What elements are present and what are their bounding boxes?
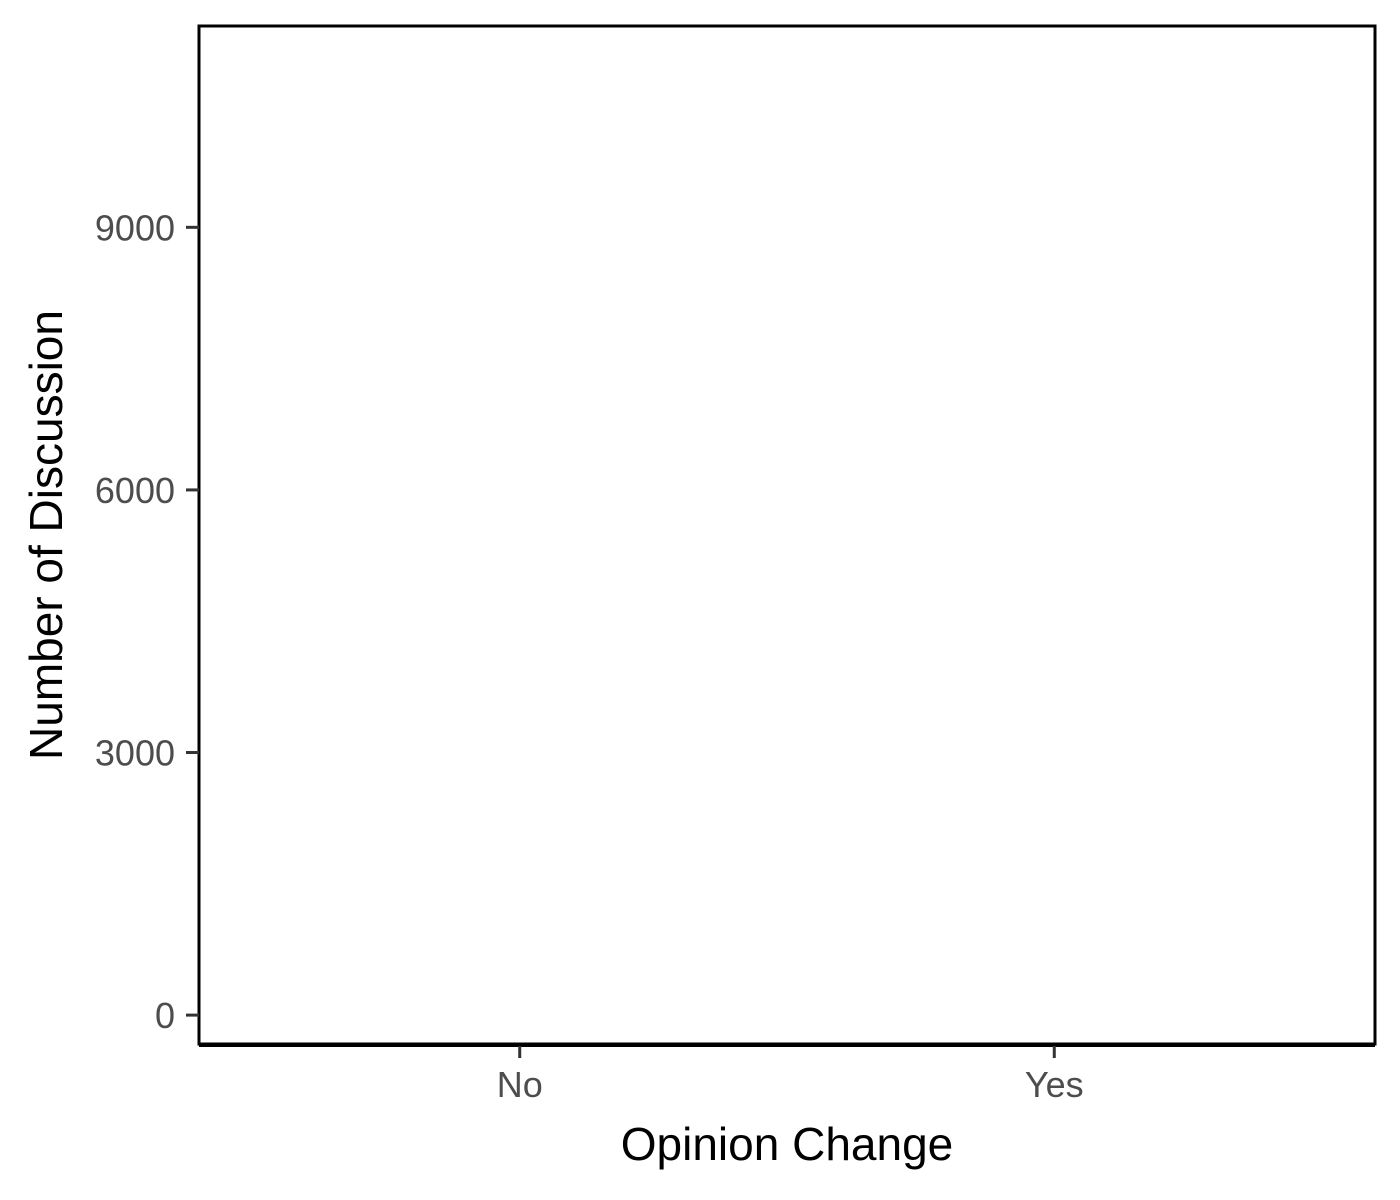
y-tick-label: 9000 — [95, 207, 175, 248]
x-axis-title: Opinion Change — [621, 1118, 953, 1170]
x-tick-label: Yes — [1025, 1064, 1084, 1105]
plot-area — [197, 24, 1377, 1047]
x-axis: No Yes — [497, 1046, 1084, 1105]
x-tick-label: No — [497, 1064, 543, 1105]
y-tick-label: 0 — [155, 995, 175, 1036]
y-axis-title: Number of Discussion — [20, 310, 72, 760]
y-tick-label: 6000 — [95, 470, 175, 511]
y-axis: 0 3000 6000 9000 — [95, 207, 199, 1036]
y-tick-label: 3000 — [95, 733, 175, 774]
